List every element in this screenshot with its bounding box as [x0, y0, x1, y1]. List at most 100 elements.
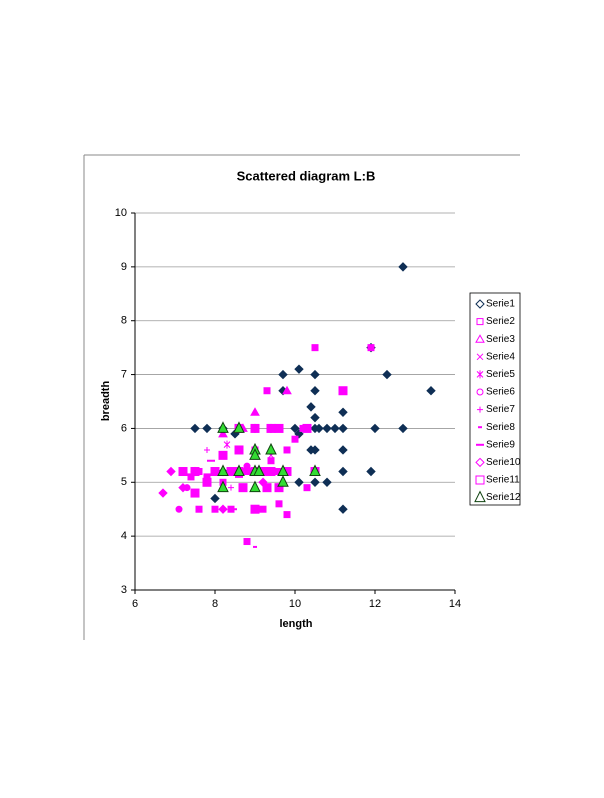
point: [233, 421, 245, 433]
point: [250, 407, 260, 416]
point: [310, 477, 320, 487]
point: [211, 505, 219, 513]
point: [267, 457, 275, 465]
point: [190, 488, 200, 498]
legend-label: Serie8: [486, 422, 515, 433]
point: [217, 464, 229, 477]
point: [275, 500, 283, 508]
legend-label: Serie10: [486, 457, 521, 468]
point: [210, 493, 220, 504]
point: [249, 448, 261, 460]
point: [382, 369, 392, 380]
point: [310, 369, 320, 380]
point: [338, 445, 348, 455]
point: [366, 466, 376, 477]
y-tick-label: 3: [121, 584, 127, 596]
point: [277, 475, 289, 487]
point: [204, 446, 210, 453]
point: [190, 467, 200, 477]
point: [218, 450, 228, 460]
point: [228, 484, 234, 491]
x-tick-label: 6: [132, 598, 138, 610]
point: [306, 402, 316, 412]
point: [338, 407, 348, 417]
point: [175, 505, 183, 513]
y-tick-label: 5: [121, 476, 127, 488]
point: [370, 423, 380, 434]
point: [338, 466, 348, 477]
legend-label: Serie1: [486, 299, 515, 310]
legend-marker: [475, 475, 485, 485]
point: [338, 423, 348, 434]
point: [338, 504, 348, 514]
point: [306, 445, 316, 455]
point: [283, 511, 291, 519]
point: [210, 467, 220, 477]
point: [202, 423, 212, 434]
legend-label: Serie12: [486, 492, 521, 503]
point: [234, 445, 244, 455]
legend-label: Serie2: [486, 316, 515, 327]
legend-marker: [476, 370, 484, 379]
legend-marker: [477, 406, 483, 413]
point: [250, 504, 260, 514]
point: [243, 538, 251, 546]
point: [311, 344, 319, 352]
point: [166, 466, 176, 477]
point: [278, 369, 288, 380]
point: [263, 387, 271, 395]
point: [309, 464, 321, 477]
point: [303, 484, 311, 492]
y-tick-label: 6: [121, 422, 127, 434]
point: [243, 462, 251, 470]
point: [253, 464, 265, 477]
y-tick-label: 10: [115, 207, 127, 219]
point: [310, 386, 320, 396]
point: [322, 477, 332, 487]
point: [274, 423, 284, 433]
point: [282, 385, 292, 395]
point: [259, 505, 267, 513]
point: [178, 482, 188, 493]
y-tick-label: 8: [121, 315, 127, 327]
point: [338, 386, 348, 396]
point: [290, 423, 300, 434]
y-tick-label: 4: [121, 530, 127, 542]
point: [250, 423, 260, 433]
point: [398, 262, 408, 272]
legend-label: Serie7: [486, 404, 515, 415]
legend-label: Serie6: [486, 387, 515, 398]
point: [233, 464, 245, 477]
point: [398, 423, 408, 434]
x-tick-label: 12: [369, 598, 381, 610]
point: [310, 412, 320, 423]
point: [158, 488, 168, 498]
legend-marker: [475, 457, 485, 468]
point: [217, 480, 229, 493]
legend-marker: [476, 353, 484, 361]
legend-label: Serie9: [486, 439, 515, 450]
legend-marker: [475, 334, 485, 343]
point: [426, 386, 436, 396]
legend-marker: [476, 388, 484, 396]
legend-marker: [475, 299, 485, 309]
point: [190, 423, 200, 434]
legend-marker: [474, 490, 486, 503]
point: [302, 423, 312, 433]
legend-label: Serie3: [486, 334, 515, 345]
y-tick-label: 7: [121, 368, 127, 380]
point: [249, 480, 261, 493]
x-tick-label: 14: [449, 598, 461, 610]
point: [367, 344, 375, 352]
x-tick-label: 10: [289, 598, 301, 610]
legend-label: Serie11: [486, 475, 520, 486]
point: [218, 428, 228, 438]
point: [202, 477, 212, 487]
point: [218, 504, 228, 514]
y-tick-label: 9: [121, 261, 127, 273]
point: [291, 435, 299, 443]
point: [322, 423, 332, 434]
x-tick-label: 8: [212, 598, 218, 610]
legend-label: Serie4: [486, 351, 515, 362]
